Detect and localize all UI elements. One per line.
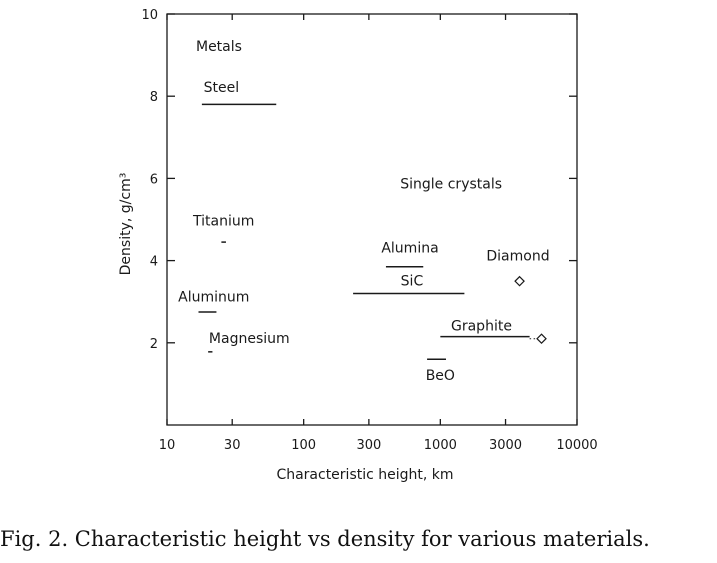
x-tick-label: 10000 (556, 438, 597, 453)
group-label: Single crystals (400, 177, 502, 193)
range-label: Titanium (192, 214, 254, 230)
x-tick-label: 300 (356, 438, 381, 453)
point-label: Diamond (486, 249, 549, 265)
range-label: Steel (204, 80, 240, 96)
x-tick-label: 1000 (424, 438, 457, 453)
data-marks (198, 103, 547, 360)
y-tick-label: 6 (150, 172, 158, 187)
density-height-chart: 2 4 6 8 10 10 30 100 300 1000 3000 10000 Metals Sing… (118, 8, 598, 483)
y-axis-label: Density, g/cm³ (118, 173, 134, 276)
y-tick-label: 10 (141, 8, 158, 23)
plot-frame (166, 13, 578, 426)
diamond-point (536, 333, 547, 345)
range-label: SiC (401, 273, 424, 289)
range-label: Magnesium (209, 331, 290, 347)
x-tick-label: 30 (224, 438, 241, 453)
range-label: Aluminum (178, 290, 249, 306)
y-tick-label: 8 (150, 90, 158, 105)
x-tick-label: 3000 (489, 438, 522, 453)
diamond-point (514, 275, 525, 287)
y-tick-label: 4 (150, 255, 158, 270)
axes (166, 13, 578, 426)
ticks: 2 4 6 8 10 10 30 100 300 1000 3000 10000 (141, 8, 597, 453)
x-tick-label: 10 (159, 438, 176, 453)
x-axis-label: Characteristic height, km (276, 467, 453, 483)
figure-caption: Fig. 2. Characteristic height vs density… (0, 527, 650, 551)
y-tick-label: 2 (150, 337, 158, 352)
range-label: Graphite (451, 318, 512, 334)
range-label: Alumina (381, 240, 438, 256)
data-labels: Metals Single crystals Steel Titanium Alumin… (178, 39, 549, 384)
group-label: Metals (196, 39, 242, 55)
x-tick-label: 100 (291, 438, 316, 453)
range-label: BeO (426, 368, 455, 384)
